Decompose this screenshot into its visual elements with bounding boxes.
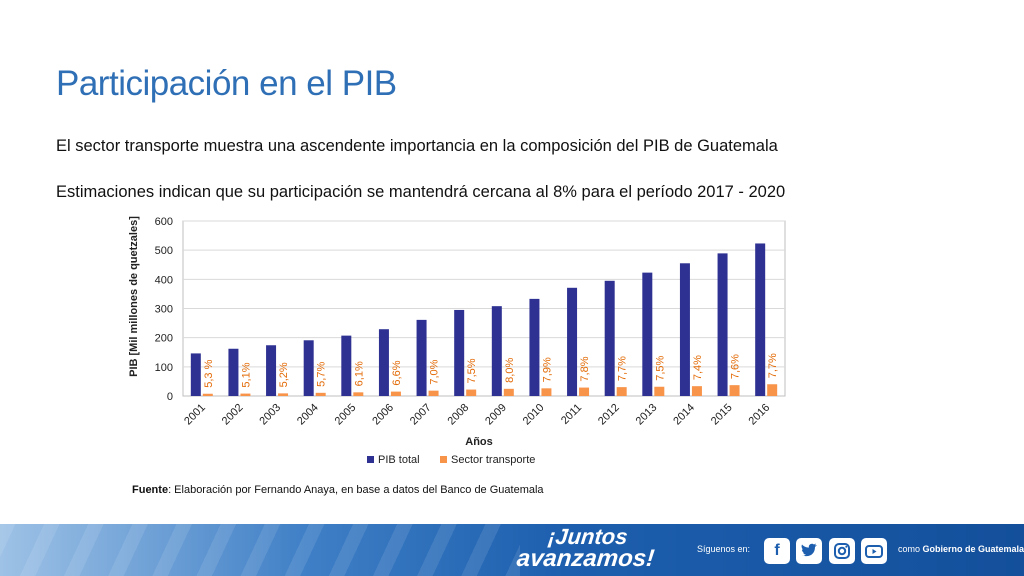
facebook-icon[interactable]: f: [764, 538, 790, 564]
instagram-icon[interactable]: [829, 538, 855, 564]
data-label: 7,0%: [429, 359, 441, 384]
gdp-bar-chart: 0 100 200 300 400 500 600 5,3 % 2001 5,1% 2002 5,2%…: [128, 216, 786, 466]
data-label: 5,1%: [240, 362, 252, 387]
slogan-line2: avanzamos!: [515, 545, 656, 572]
data-label: 5,3 %: [203, 359, 215, 387]
bar-pib-total: [416, 319, 427, 396]
data-label: 7,5%: [466, 358, 478, 383]
page-title: Participación en el PIB: [56, 64, 397, 103]
bar-sector-transporte: [240, 393, 251, 396]
data-label: 7,6%: [730, 354, 742, 379]
follow-label: Síguenos en:: [697, 544, 751, 554]
x-tick-label: 2016: [747, 402, 773, 428]
bar-sector-transporte: [729, 385, 740, 396]
bar-pib-total: [303, 340, 314, 396]
bar-sector-transporte: [353, 392, 364, 396]
bar-pib-total: [190, 353, 201, 396]
bar-sector-transporte: [315, 392, 326, 396]
data-label: 7,7%: [767, 353, 779, 378]
source-text: : Elaboración por Fernando Anaya, en bas…: [168, 484, 544, 496]
gov-prefix: como: [898, 544, 921, 554]
x-tick-label: 2009: [483, 402, 509, 428]
y-tick-label: 400: [155, 274, 173, 286]
source-label: Fuente: [132, 484, 169, 496]
bar-sector-transporte: [691, 386, 702, 396]
data-label: 7,4%: [692, 355, 704, 380]
y-tick-label: 0: [167, 391, 173, 403]
x-tick-label: 2012: [596, 402, 622, 428]
x-tick-label: 2003: [257, 402, 283, 428]
source-note: Fuente: Elaboración por Fernando Anaya, …: [132, 484, 544, 496]
x-tick-label: 2011: [559, 402, 584, 427]
data-label: 6,6%: [391, 360, 403, 385]
intro-paragraph: El sector transporte muestra una ascende…: [56, 137, 778, 155]
x-axis-label: Años: [465, 436, 493, 448]
x-tick-label: 2014: [671, 402, 697, 428]
bar-pib-total: [679, 263, 690, 396]
data-label: 5,7%: [316, 362, 328, 387]
bar-sector-transporte: [767, 384, 778, 396]
bar-sector-transporte: [202, 393, 213, 396]
data-label: 7,5%: [654, 355, 666, 380]
footer-banner: ¡Juntos avanzamos! Síguenos en: f como G…: [0, 524, 1024, 576]
legend-label: Sector transporte: [451, 454, 535, 466]
bar-sector-transporte: [654, 386, 665, 396]
x-tick-label: 2015: [709, 402, 735, 428]
data-label: 6,1%: [353, 361, 365, 386]
bar-sector-transporte: [278, 393, 289, 396]
bar-pib-total: [266, 345, 277, 396]
legend-swatch: [367, 456, 374, 463]
estimate-paragraph: Estimaciones indican que su participació…: [56, 183, 786, 201]
data-label: 7,7%: [617, 356, 629, 381]
bar-pib-total: [341, 335, 352, 396]
x-tick-label: 2010: [521, 402, 547, 428]
x-tick-label: 2007: [408, 402, 434, 428]
y-tick-label: 600: [155, 216, 173, 228]
bar-pib-total: [228, 348, 239, 396]
y-tick-label: 200: [155, 333, 173, 345]
bar-sector-transporte: [428, 390, 439, 396]
data-label: 5,2%: [278, 362, 290, 387]
x-tick-label: 2001: [182, 402, 208, 428]
bar-sector-transporte: [541, 388, 552, 396]
data-label: 8,0%: [504, 358, 516, 383]
bar-sector-transporte: [466, 389, 477, 396]
bar-pib-total: [491, 306, 502, 396]
government-label: como Gobierno de Guatemala: [898, 544, 1024, 554]
y-axis-label: PIB [Mil millones de quetzales]: [128, 216, 140, 377]
slogan: ¡Juntos avanzamos!: [515, 524, 658, 572]
bar-pib-total: [529, 298, 540, 396]
footer-decoration: [0, 524, 520, 576]
youtube-icon[interactable]: [861, 538, 887, 564]
y-tick-label: 100: [155, 362, 173, 374]
data-label: 7,8%: [579, 356, 591, 381]
bar-pib-total: [717, 253, 728, 396]
y-tick-label: 300: [155, 304, 173, 316]
bar-sector-transporte: [503, 388, 514, 396]
bar-sector-transporte: [390, 391, 401, 396]
y-tick-label: 500: [155, 245, 173, 257]
x-tick-label: 2004: [295, 402, 321, 428]
bar-pib-total: [454, 309, 465, 396]
bar-pib-total: [378, 329, 389, 396]
x-tick-label: 2002: [220, 402, 246, 428]
bar-sector-transporte: [579, 387, 590, 396]
bar-pib-total: [642, 272, 653, 396]
x-tick-label: 2005: [333, 402, 359, 428]
x-tick-label: 2008: [446, 402, 472, 428]
legend-swatch: [440, 456, 447, 463]
bar-sector-transporte: [616, 387, 627, 396]
legend-label: PIB total: [378, 454, 420, 466]
gov-name: Gobierno de Guatemala: [922, 544, 1024, 554]
x-tick-label: 2013: [634, 402, 660, 428]
bar-pib-total: [604, 280, 615, 396]
twitter-icon[interactable]: [796, 538, 822, 564]
bar-pib-total: [567, 287, 578, 396]
bar-pib-total: [755, 243, 766, 396]
x-tick-label: 2006: [370, 402, 396, 428]
data-label: 7,9%: [541, 357, 553, 382]
